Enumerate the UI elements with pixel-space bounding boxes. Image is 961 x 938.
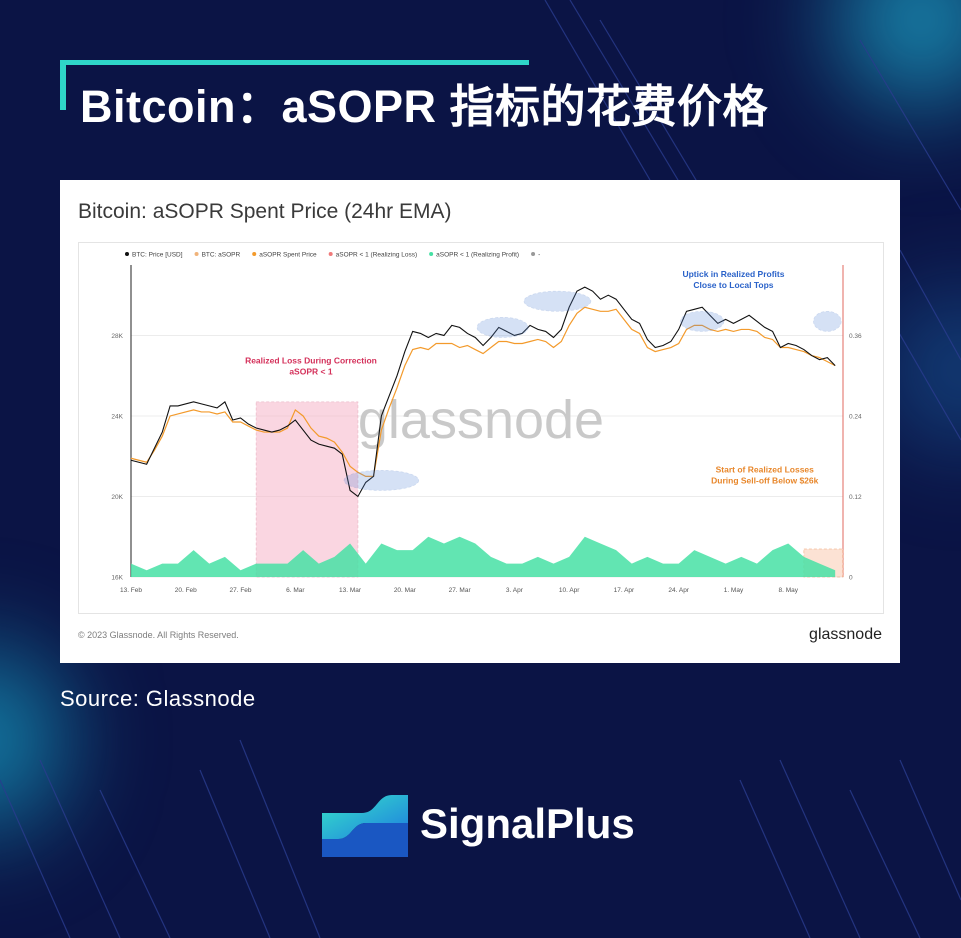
chart-title: Bitcoin: aSOPR Spent Price (24hr EMA)	[78, 200, 452, 223]
x-tick-11: 1. May	[724, 587, 744, 594]
x-tick-1: 20. Feb	[175, 587, 197, 594]
x-tick-0: 13. Feb	[120, 587, 142, 594]
x-tick-10: 24. Apr	[668, 587, 689, 594]
legend-marker-2	[252, 252, 257, 256]
highlight-ellipse-0	[523, 290, 592, 312]
y-right-tick-1: 0.12	[849, 494, 862, 501]
annotation-0-line-0: Realized Loss During Correction	[245, 356, 377, 366]
legend-label-4: aSOPR < 1 (Realizing Profit)	[436, 252, 519, 259]
page-title: Bitcoin：aSOPR 指标的花费价格	[80, 81, 769, 132]
chart-copyright: © 2023 Glassnode. All Rights Reserved.	[78, 630, 239, 640]
loss-region-0	[255, 401, 359, 578]
x-tick-3: 6. Mar	[286, 587, 305, 594]
chart-card: Bitcoin: aSOPR Spent Price (24hr EMA) BT…	[60, 180, 900, 663]
annotation-1-line-0: Uptick in Realized Profits	[682, 269, 784, 279]
x-tick-4: 13. Mar	[339, 587, 362, 594]
signalplus-logo-icon	[322, 795, 408, 857]
annotation-1-line-1: Close to Local Tops	[693, 280, 773, 290]
x-tick-12: 8. May	[778, 587, 798, 594]
title-accent-mark	[60, 62, 66, 110]
chart-svg: BTC: Price [USD] BTC: aSOPR aSOPR Spent Pr…	[111, 252, 862, 595]
legend-label-0: BTC: Price [USD]	[132, 252, 183, 259]
brand-name: SignalPlus	[420, 800, 635, 847]
x-tick-9: 17. Apr	[614, 587, 635, 594]
title-accent-bar	[60, 60, 529, 65]
chart-brand: glassnode	[809, 626, 882, 643]
y-left-tick-1: 20K	[111, 494, 123, 501]
legend-marker-4	[429, 252, 434, 256]
y-left-tick-3: 28K	[111, 333, 123, 340]
legend-label-5: -	[538, 252, 540, 259]
spent-price-line	[130, 306, 836, 477]
y-right-tick-0: 0	[849, 575, 853, 582]
btc-price-line	[130, 286, 836, 498]
chart-watermark: glassnode	[358, 390, 604, 450]
legend-marker-3	[328, 252, 333, 256]
y-left-tick-2: 24K	[111, 413, 123, 420]
x-tick-8: 10. Apr	[559, 587, 580, 594]
legend-marker-1	[194, 252, 199, 256]
source-caption: Source: Glassnode	[60, 686, 256, 711]
legend-label-2: aSOPR Spent Price	[259, 252, 317, 259]
highlight-ellipse-4	[343, 469, 420, 491]
legend-label-1: BTC: aSOPR	[202, 252, 241, 259]
legend-marker-0	[125, 252, 129, 256]
y-right-tick-3: 0.36	[849, 333, 862, 340]
highlight-ellipse-3	[476, 317, 529, 338]
annotation-2-line-0: Start of Realized Losses	[716, 464, 815, 474]
y-left-tick-0: 16K	[111, 575, 123, 582]
legend-marker-5	[531, 252, 536, 256]
x-tick-6: 27. Mar	[449, 587, 472, 594]
y-right-tick-2: 0.24	[849, 413, 862, 420]
x-tick-2: 27. Feb	[230, 587, 252, 594]
plot-frame: BTC: Price [USD] BTC: aSOPR aSOPR Spent Pr…	[78, 242, 884, 614]
x-tick-7: 3. Apr	[506, 587, 524, 594]
legend-label-3: aSOPR < 1 (Realizing Loss)	[336, 252, 417, 259]
annotation-0-line-1: aSOPR < 1	[289, 367, 333, 377]
x-tick-5: 20. Mar	[394, 587, 417, 594]
activity-area	[131, 536, 836, 577]
highlight-ellipse-1	[680, 310, 725, 332]
annotation-2-line-1: During Sell-off Below $26k	[711, 475, 818, 485]
highlight-ellipse-2	[813, 310, 842, 332]
